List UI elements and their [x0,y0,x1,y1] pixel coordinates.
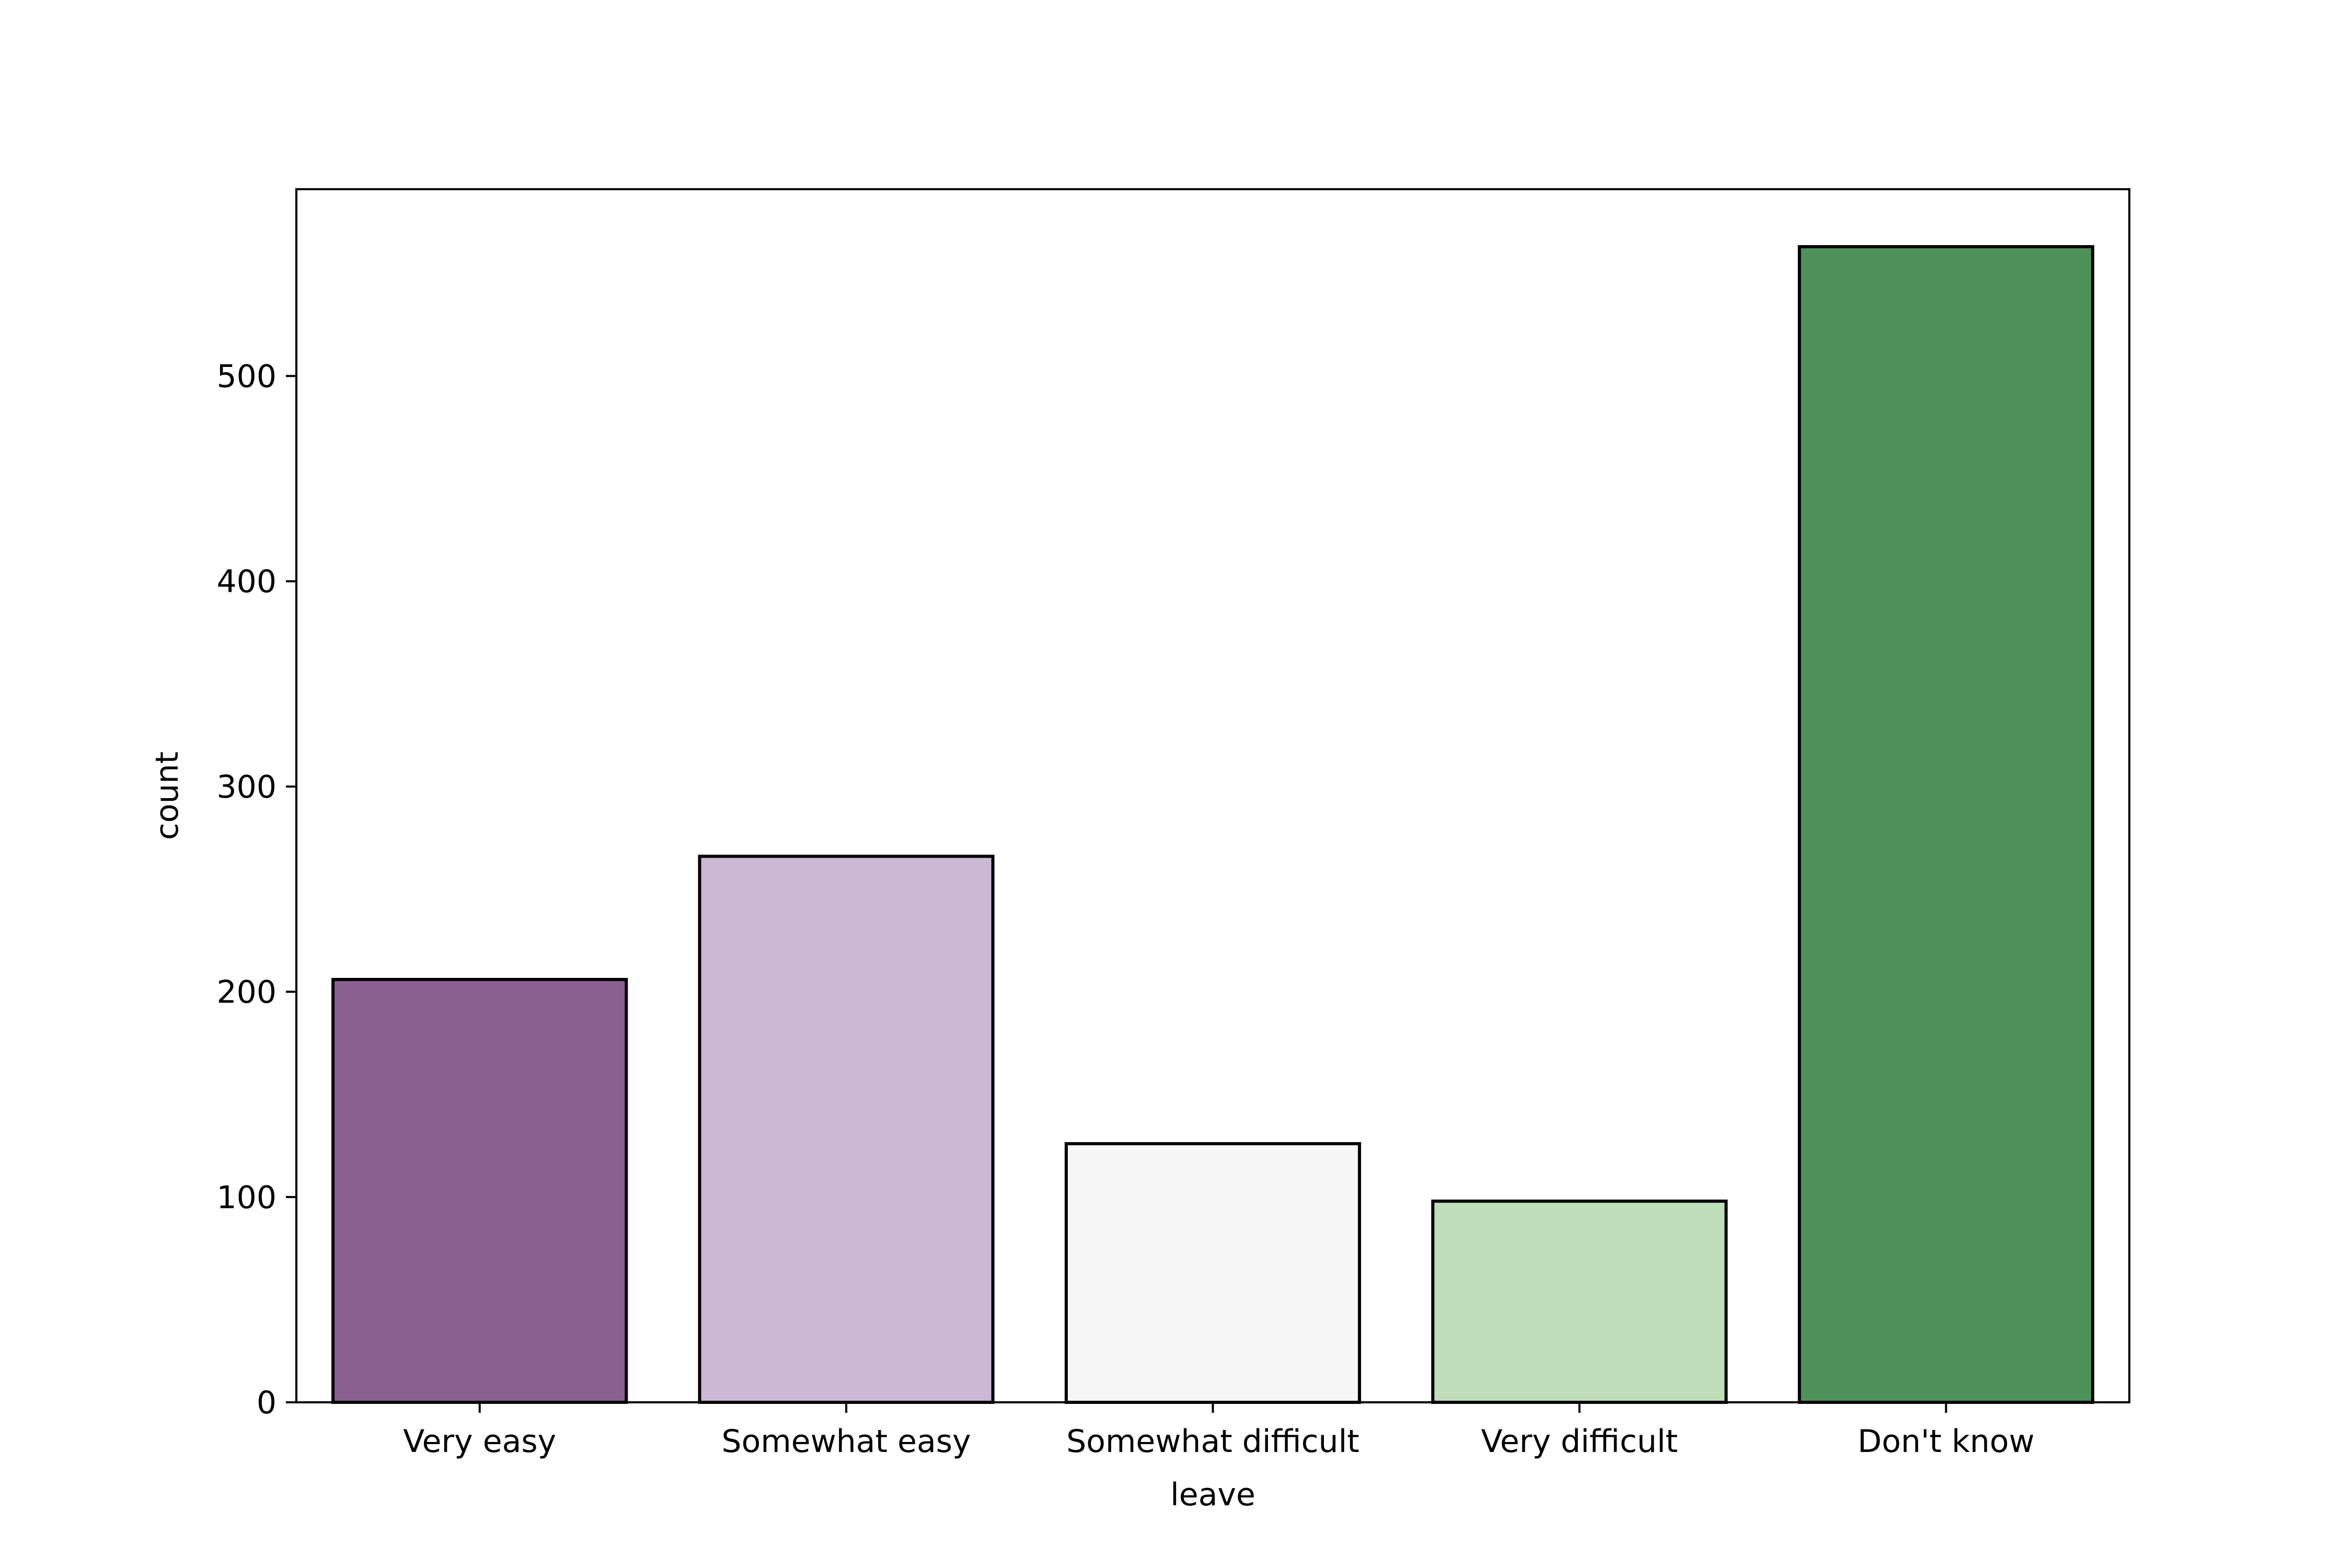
x-tick-label: Very easy [403,1423,556,1460]
bar-1 [698,855,995,1404]
x-axis-label: leave [1170,1477,1255,1513]
x-tick-label: Somewhat easy [722,1423,971,1460]
y-axis-ticks: 0 100 200 300 400 500 [216,358,296,1421]
x-axis-ticks: Very easy Somewhat easy Somewhat difficult… [403,1402,2035,1460]
x-tick-label: Somewhat difficult [1066,1423,1359,1460]
bar-0 [331,977,628,1404]
y-tick-label: 100 [216,1179,276,1216]
y-tick-label: 500 [216,358,276,395]
y-tick-label: 0 [257,1385,276,1421]
y-tick-label: 200 [216,974,276,1011]
bars-group [331,245,2094,1404]
y-axis-label: count [149,752,186,840]
bar-2 [1064,1142,1362,1404]
y-tick-label: 400 [216,563,276,600]
bar-3 [1431,1200,1728,1404]
x-tick-label: Very difficult [1481,1423,1678,1460]
y-tick-label: 300 [216,769,276,805]
x-tick-label: Don't know [1858,1423,2035,1460]
bar-4 [1797,245,2094,1404]
